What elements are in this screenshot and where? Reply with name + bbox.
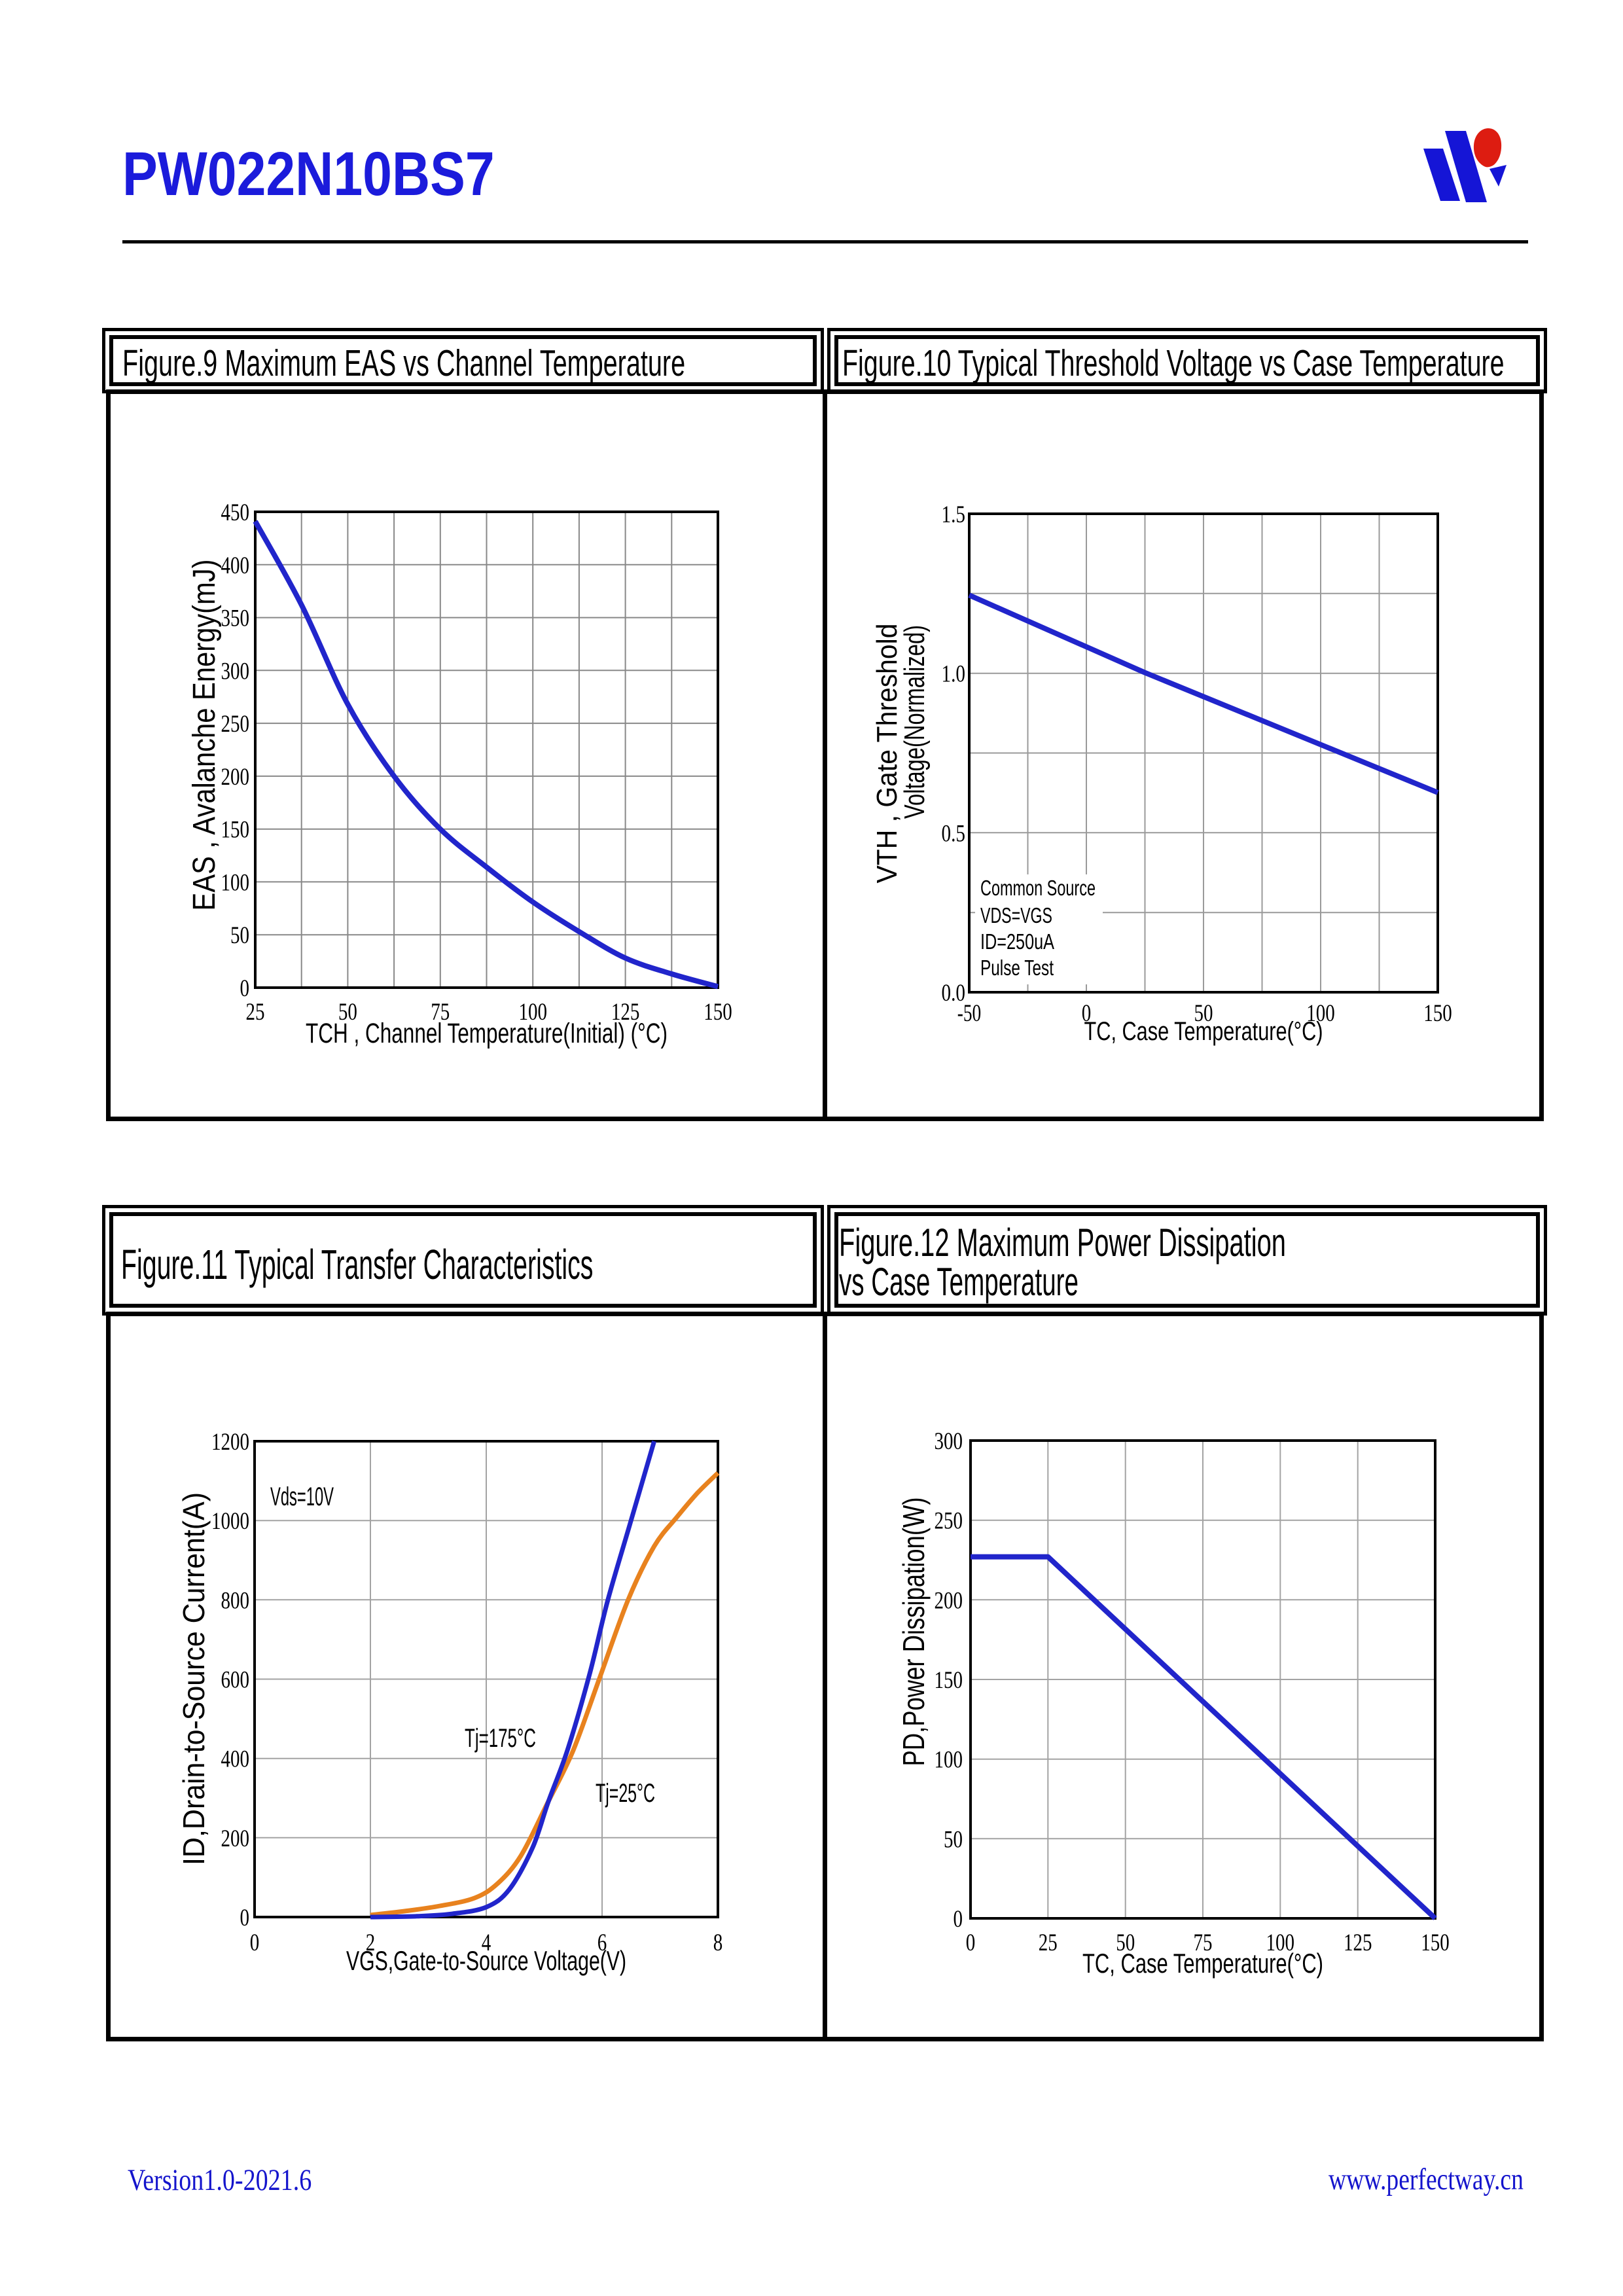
svg-text:150: 150 — [1421, 1929, 1450, 1956]
svg-text:TC, Case Temperature(°C): TC, Case Temperature(°C) — [1082, 1948, 1323, 1979]
svg-text:ID=250uA: ID=250uA — [980, 929, 1054, 954]
svg-text:VTH , Gate Threshold: VTH , Gate Threshold — [871, 624, 903, 884]
svg-text:Common Source: Common Source — [980, 876, 1096, 900]
svg-text:0: 0 — [1082, 1000, 1092, 1027]
svg-text:1.5: 1.5 — [942, 501, 966, 528]
svg-text:300: 300 — [221, 658, 250, 685]
svg-text:150: 150 — [935, 1667, 963, 1694]
svg-text:125: 125 — [611, 999, 640, 1026]
svg-text:350: 350 — [221, 605, 250, 632]
svg-text:PD,Power Dissipation(W): PD,Power Dissipation(W) — [897, 1498, 931, 1767]
svg-text:1200: 1200 — [211, 1429, 249, 1456]
svg-text:50: 50 — [1116, 1929, 1135, 1956]
svg-text:TCH , Channel Temperature(Init: TCH , Channel Temperature(Initial) (°C) — [306, 1018, 668, 1049]
svg-text:400: 400 — [221, 1746, 250, 1773]
svg-text:400: 400 — [221, 552, 250, 579]
svg-text:TC, Case Temperature(°C): TC, Case Temperature(°C) — [1084, 1017, 1323, 1046]
svg-text:0.0: 0.0 — [942, 980, 966, 1007]
svg-text:6: 6 — [597, 1929, 607, 1956]
svg-text:VDS=VGS: VDS=VGS — [980, 903, 1052, 927]
svg-text:100: 100 — [221, 869, 250, 896]
svg-text:50: 50 — [230, 922, 249, 949]
svg-text:0: 0 — [250, 1929, 260, 1956]
svg-text:Tj=175°C: Tj=175°C — [465, 1724, 536, 1753]
svg-text:800: 800 — [221, 1587, 250, 1614]
svg-text:200: 200 — [221, 1825, 250, 1852]
svg-text:ID,Drain-to-Source Current(A): ID,Drain-to-Source Current(A) — [177, 1492, 211, 1865]
svg-text:150: 150 — [1423, 1000, 1452, 1027]
svg-text:4: 4 — [482, 1929, 491, 1956]
svg-text:1000: 1000 — [211, 1508, 249, 1535]
svg-text:200: 200 — [935, 1587, 963, 1614]
svg-text:Voltage(Normalized): Voltage(Normalized) — [899, 625, 931, 819]
svg-text:25: 25 — [246, 999, 265, 1026]
svg-text:VGS,Gate-to-Source Voltage(V): VGS,Gate-to-Source Voltage(V) — [346, 1945, 626, 1976]
svg-text:25: 25 — [1039, 1929, 1058, 1956]
svg-text:50: 50 — [1194, 1000, 1213, 1027]
svg-text:600: 600 — [221, 1667, 250, 1694]
svg-text:300: 300 — [935, 1428, 963, 1455]
svg-text:EAS , Avalanche Energy(mJ): EAS , Avalanche Energy(mJ) — [187, 560, 222, 911]
svg-text:100: 100 — [518, 999, 547, 1026]
svg-text:100: 100 — [1306, 1000, 1335, 1027]
svg-text:-50: -50 — [957, 1000, 982, 1027]
svg-text:450: 450 — [221, 499, 250, 526]
svg-text:50: 50 — [338, 999, 357, 1026]
svg-text:0.5: 0.5 — [942, 820, 966, 847]
svg-text:125: 125 — [1344, 1929, 1372, 1956]
svg-text:75: 75 — [1194, 1929, 1213, 1956]
svg-text:250: 250 — [935, 1508, 963, 1535]
svg-text:Pulse Test: Pulse Test — [980, 956, 1054, 980]
svg-text:Tj=25°C: Tj=25°C — [596, 1779, 655, 1808]
svg-text:50: 50 — [944, 1826, 963, 1853]
svg-text:2: 2 — [366, 1929, 376, 1956]
svg-text:150: 150 — [221, 817, 250, 844]
svg-text:8: 8 — [713, 1929, 723, 1956]
svg-text:1.0: 1.0 — [942, 661, 966, 688]
svg-text:Vds=10V: Vds=10V — [270, 1482, 334, 1511]
svg-text:100: 100 — [1266, 1929, 1295, 1956]
svg-text:0: 0 — [966, 1929, 976, 1956]
svg-text:200: 200 — [221, 764, 250, 791]
svg-text:250: 250 — [221, 711, 250, 738]
svg-text:0: 0 — [240, 1905, 250, 1931]
svg-text:150: 150 — [704, 999, 732, 1026]
svg-text:100: 100 — [935, 1747, 963, 1774]
svg-text:75: 75 — [431, 999, 450, 1026]
svg-text:0: 0 — [240, 975, 250, 1002]
svg-text:0: 0 — [954, 1906, 963, 1933]
